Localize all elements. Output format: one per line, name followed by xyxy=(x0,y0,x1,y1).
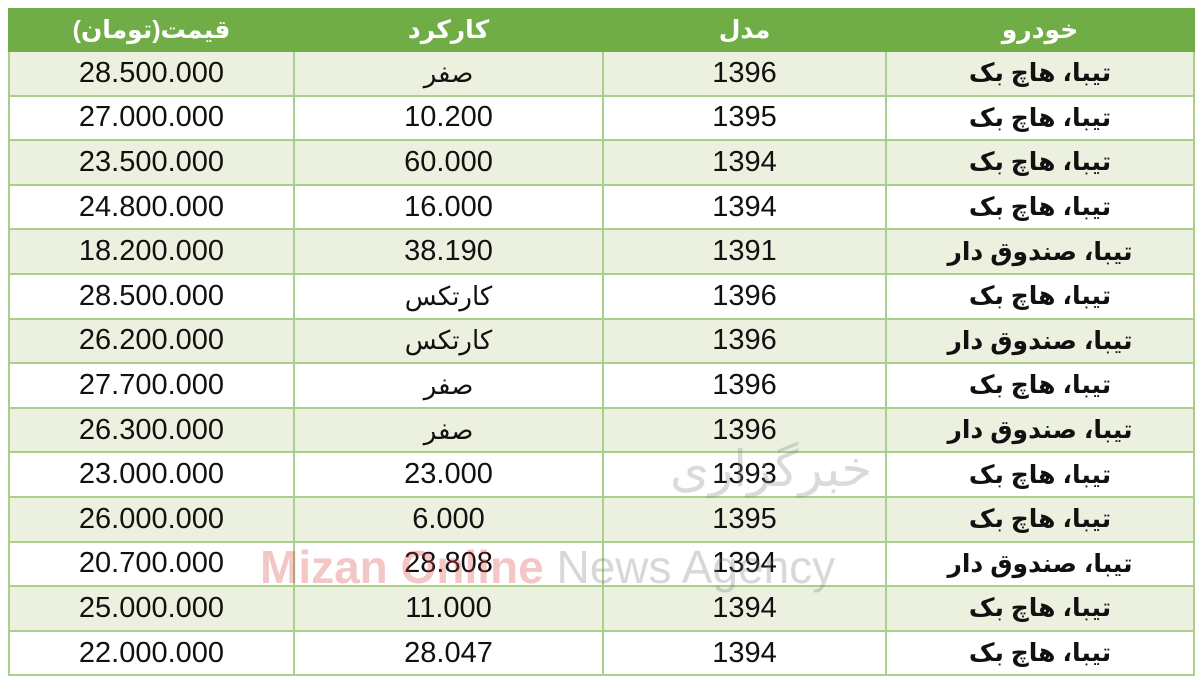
cell-model: 1396 xyxy=(602,50,887,97)
cell-price: 25.000.000 xyxy=(8,585,295,632)
cell-car: تیبا، هاچ بک xyxy=(885,139,1195,186)
cell-mileage: 28.047 xyxy=(293,629,604,677)
cell-price: 26.300.000 xyxy=(8,406,295,454)
cell-price: 26.200.000 xyxy=(8,317,295,365)
header-price: قیمت(تومان) xyxy=(8,8,295,52)
cell-mileage: 6.000 xyxy=(293,495,604,543)
table-row: 26.200.000 کارتکس 1396 تیبا، صندوق دار xyxy=(8,317,1195,365)
cell-mileage: 60.000 xyxy=(293,139,604,186)
cell-car: تیبا، هاچ بک xyxy=(885,50,1195,97)
cell-car: تیبا، هاچ بک xyxy=(885,183,1195,231)
table-row: 23.500.000 60.000 1394 تیبا، هاچ بک xyxy=(8,139,1195,186)
cell-car: تیبا، هاچ بک xyxy=(885,451,1195,498)
cell-mileage: صفر xyxy=(293,362,604,409)
table-row: 26.000.000 6.000 1395 تیبا، هاچ بک xyxy=(8,495,1195,543)
cell-model: 1391 xyxy=(602,228,887,275)
table-row: 28.500.000 صفر 1396 تیبا، هاچ بک xyxy=(8,50,1195,97)
table-row: 23.000.000 23.000 1393 تیبا، هاچ بک xyxy=(8,451,1195,498)
cell-model: 1394 xyxy=(602,139,887,186)
cell-model: 1394 xyxy=(602,585,887,632)
cell-car: تیبا، صندوق دار xyxy=(885,317,1195,365)
cell-price: 23.000.000 xyxy=(8,451,295,498)
cell-price: 22.000.000 xyxy=(8,629,295,677)
cell-mileage: 28.808 xyxy=(293,540,604,588)
cell-mileage: صفر xyxy=(293,50,604,97)
header-mileage: کارکرد xyxy=(293,8,604,52)
cell-car: تیبا، هاچ بک xyxy=(885,495,1195,543)
cell-model: 1396 xyxy=(602,272,887,320)
cell-model: 1396 xyxy=(602,362,887,409)
table-row: 24.800.000 16.000 1394 تیبا، هاچ بک xyxy=(8,183,1195,231)
cell-price: 28.500.000 xyxy=(8,50,295,97)
cell-price: 26.000.000 xyxy=(8,495,295,543)
cell-price: 18.200.000 xyxy=(8,228,295,275)
table-row: 27.700.000 صفر 1396 تیبا، هاچ بک xyxy=(8,362,1195,409)
cell-car: تیبا، هاچ بک xyxy=(885,272,1195,320)
cell-car: تیبا، صندوق دار xyxy=(885,406,1195,454)
table-row: 26.300.000 صفر 1396 تیبا، صندوق دار xyxy=(8,406,1195,454)
cell-model: 1396 xyxy=(602,317,887,365)
cell-price: 20.700.000 xyxy=(8,540,295,588)
cell-mileage: 16.000 xyxy=(293,183,604,231)
cell-model: 1395 xyxy=(602,495,887,543)
car-price-table: قیمت(تومان) کارکرد مدل خودرو 28.500.000 ص… xyxy=(8,8,1195,677)
cell-mileage: 23.000 xyxy=(293,451,604,498)
cell-price: 28.500.000 xyxy=(8,272,295,320)
cell-model: 1395 xyxy=(602,94,887,142)
table-row: 22.000.000 28.047 1394 تیبا، هاچ بک xyxy=(8,629,1195,677)
cell-car: تیبا، هاچ بک xyxy=(885,585,1195,632)
cell-price: 27.700.000 xyxy=(8,362,295,409)
header-car: خودرو xyxy=(885,8,1195,52)
cell-price: 23.500.000 xyxy=(8,139,295,186)
cell-model: 1394 xyxy=(602,183,887,231)
cell-price: 24.800.000 xyxy=(8,183,295,231)
header-row: قیمت(تومان) کارکرد مدل خودرو xyxy=(8,8,1195,52)
cell-price: 27.000.000 xyxy=(8,94,295,142)
cell-mileage: 38.190 xyxy=(293,228,604,275)
cell-model: 1394 xyxy=(602,629,887,677)
cell-car: تیبا، هاچ بک xyxy=(885,94,1195,142)
cell-car: تیبا، هاچ بک xyxy=(885,629,1195,677)
header-model: مدل xyxy=(602,8,887,52)
cell-model: 1393 xyxy=(602,451,887,498)
cell-car: تیبا، صندوق دار xyxy=(885,228,1195,275)
cell-model: 1396 xyxy=(602,406,887,454)
table-row: 18.200.000 38.190 1391 تیبا، صندوق دار xyxy=(8,228,1195,275)
cell-mileage: 11.000 xyxy=(293,585,604,632)
cell-model: 1394 xyxy=(602,540,887,588)
table-row: 25.000.000 11.000 1394 تیبا، هاچ بک xyxy=(8,585,1195,632)
table-row: 28.500.000 کارتکس 1396 تیبا، هاچ بک xyxy=(8,272,1195,320)
cell-mileage: کارتکس xyxy=(293,272,604,320)
cell-mileage: 10.200 xyxy=(293,94,604,142)
cell-mileage: کارتکس xyxy=(293,317,604,365)
table-row: 20.700.000 28.808 1394 تیبا، صندوق دار xyxy=(8,540,1195,588)
table-row: 27.000.000 10.200 1395 تیبا، هاچ بک xyxy=(8,94,1195,142)
cell-mileage: صفر xyxy=(293,406,604,454)
cell-car: تیبا، هاچ بک xyxy=(885,362,1195,409)
cell-car: تیبا، صندوق دار xyxy=(885,540,1195,588)
